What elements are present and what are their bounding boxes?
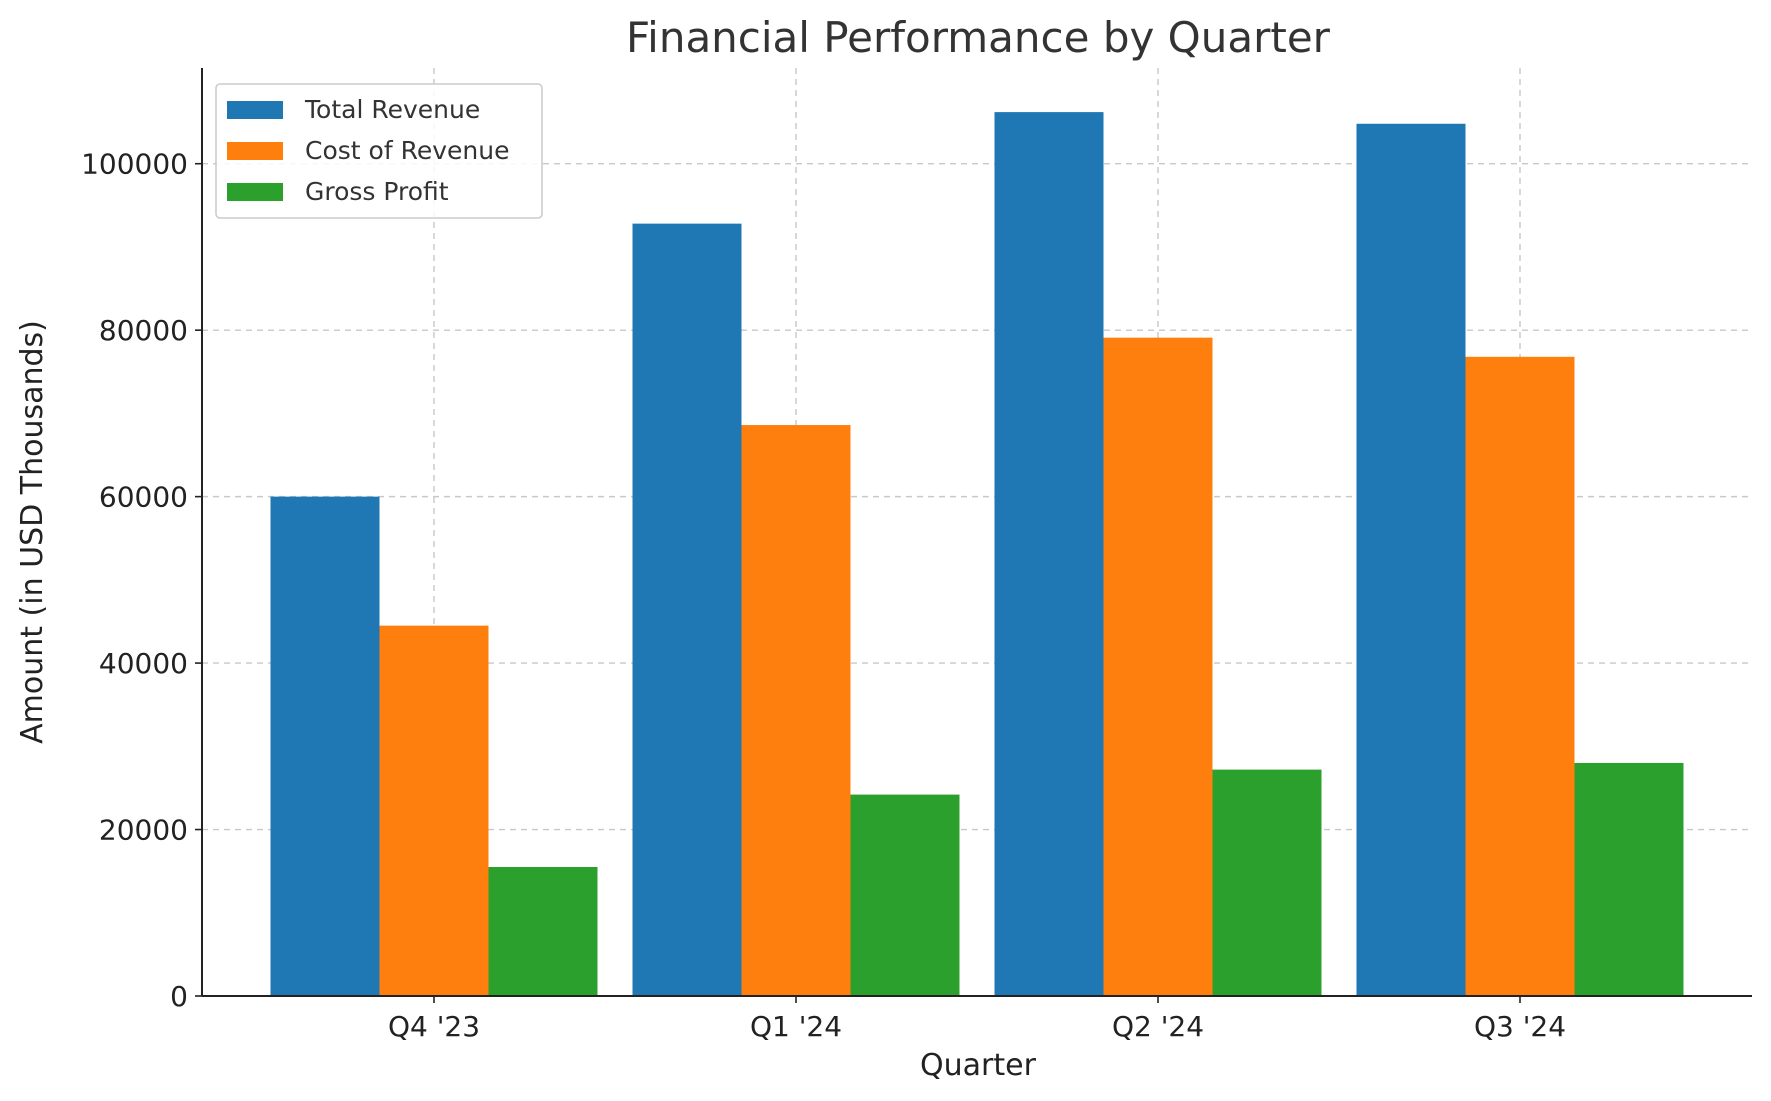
- y-tick-label: 60000: [99, 481, 188, 514]
- bar: [741, 425, 851, 996]
- legend-swatch: [227, 101, 283, 119]
- y-tick-label: 40000: [99, 647, 188, 680]
- bar: [994, 112, 1104, 997]
- legend-swatch: [227, 183, 283, 201]
- axes: [195, 68, 1752, 1003]
- bar: [850, 794, 960, 996]
- legend-label: Gross Profit: [305, 177, 449, 206]
- legend-label: Total Revenue: [304, 95, 480, 124]
- x-tick-label: Q3 '24: [1474, 1010, 1566, 1043]
- bar: [1574, 762, 1684, 996]
- x-tick-label: Q4 '23: [388, 1010, 480, 1043]
- legend: Total Revenue Cost of Revenue Gross Profit: [215, 83, 543, 219]
- y-tick-label: 80000: [99, 314, 188, 347]
- bars: [270, 112, 1684, 997]
- bar: [1103, 337, 1213, 996]
- bar: [270, 496, 380, 996]
- x-tick-label: Q2 '24: [1112, 1010, 1204, 1043]
- chart-title: Financial Performance by Quarter: [626, 13, 1331, 62]
- x-axis-label: Quarter: [920, 1048, 1037, 1083]
- y-tick-label: 100000: [81, 148, 188, 181]
- bar: [1465, 356, 1575, 996]
- legend-swatch: [227, 142, 283, 160]
- bar: [379, 625, 489, 996]
- x-tick-label: Q1 '24: [750, 1010, 842, 1043]
- legend-label: Cost of Revenue: [305, 136, 509, 165]
- legend-box: [215, 83, 543, 219]
- y-axis-label: Amount (in USD Thousands): [15, 320, 50, 744]
- y-tick-label: 0: [170, 980, 188, 1013]
- tick-labels: 0 20000 40000 60000 80000 100000 Q4 '23 Q1 '24 Q…: [81, 148, 1566, 1043]
- y-tick-label: 20000: [99, 814, 188, 847]
- bar: [1356, 123, 1466, 996]
- bar: [1212, 769, 1322, 996]
- bar: [488, 866, 598, 996]
- bar: [632, 223, 742, 996]
